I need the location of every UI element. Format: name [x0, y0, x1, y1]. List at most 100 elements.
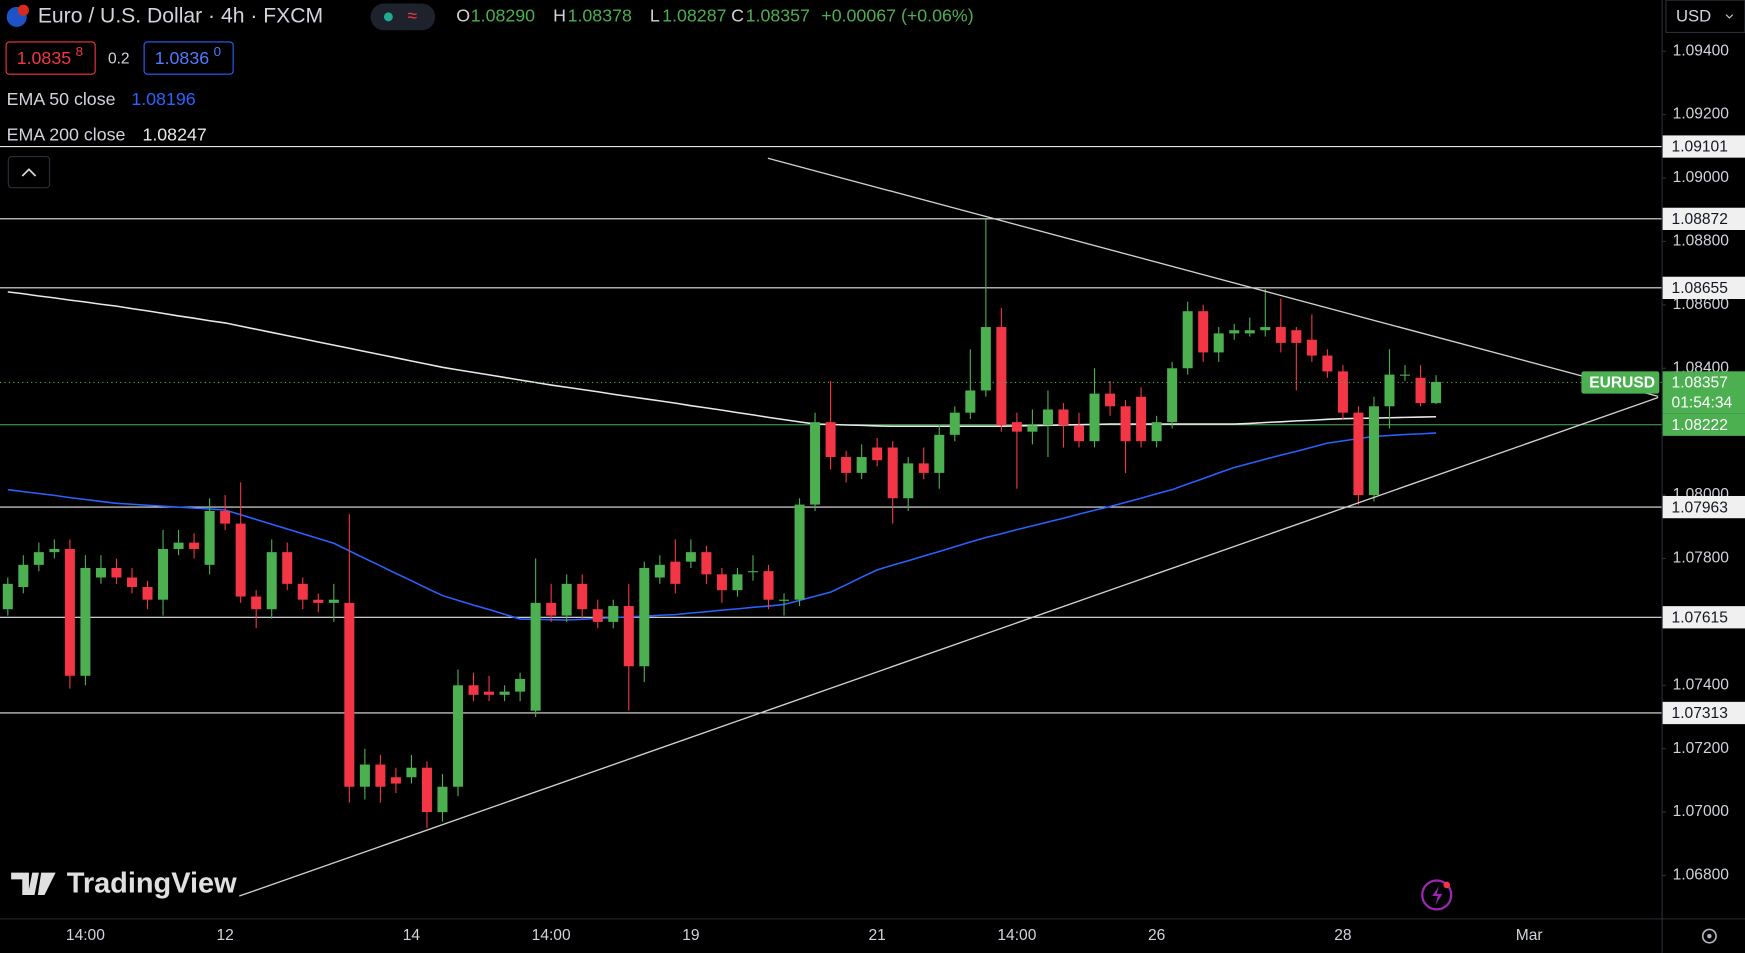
candle-body [80, 567, 91, 676]
candle-body [49, 548, 60, 553]
candle-body [390, 777, 401, 784]
candle-body [235, 523, 246, 597]
level-badge [1662, 135, 1745, 158]
candle-body [266, 552, 277, 610]
candle-body [1337, 371, 1348, 413]
candle-body [1182, 311, 1193, 369]
candle-body [561, 583, 572, 616]
level-label: 1.07615 [1672, 610, 1729, 627]
ask-price: 1.0836 [155, 48, 210, 68]
level-badge [1662, 606, 1745, 629]
symbol-title: Euro / U.S. Dollar · 4h · FXCM [38, 4, 323, 27]
y-tick-label: 1.07400 [1673, 676, 1730, 693]
candle-body [794, 504, 805, 600]
x-tick-label: 12 [216, 927, 233, 944]
candle-body [1322, 355, 1333, 372]
candle-body [1291, 330, 1302, 343]
candle-body [1244, 330, 1255, 334]
symbol-badge [1581, 371, 1660, 394]
level-badge [1662, 413, 1745, 436]
candle-body [546, 602, 557, 616]
candle-body [437, 786, 448, 813]
candle-body [1167, 368, 1178, 423]
ohlc-value: 1.08378 [568, 6, 632, 26]
candle-body [856, 457, 867, 473]
logo: TradingView [11, 868, 237, 900]
candle-body [282, 552, 293, 584]
x-tick-label: 21 [869, 927, 886, 944]
legend-name: EMA 50 close [7, 89, 116, 109]
sell-button[interactable] [5, 41, 96, 75]
alert-dot [1443, 881, 1451, 889]
level-label: 1.09101 [1672, 139, 1728, 156]
collapse-button[interactable] [7, 155, 51, 189]
candle-body [1011, 422, 1022, 432]
candle-body [965, 390, 976, 413]
ohlc-value: 1.08357 [746, 6, 810, 26]
level-label: 1.08872 [1672, 211, 1728, 228]
y-tick-label: 1.08800 [1673, 233, 1730, 250]
level-badge [1662, 276, 1745, 299]
x-tick-label: 26 [1148, 927, 1165, 944]
candle-body [1198, 311, 1209, 353]
alert-icon-bolt [1432, 886, 1443, 905]
ema-line [7, 291, 1437, 428]
candle-body [577, 583, 588, 610]
candle-body [980, 327, 991, 391]
ohlc-label: H [553, 6, 566, 26]
y-tick-label: 1.07800 [1673, 550, 1730, 567]
candle-body [654, 564, 665, 578]
settings-icon-center [1707, 933, 1712, 939]
candle-body [1213, 333, 1224, 353]
candle-body [1027, 425, 1038, 432]
legend-value: 1.08196 [131, 89, 195, 109]
candle-body [1275, 327, 1286, 343]
candle-body [173, 542, 184, 549]
candle-body [1042, 409, 1053, 426]
candle-body [732, 574, 743, 591]
level-label: 1.08222 [1672, 417, 1728, 434]
candle-body [2, 583, 13, 610]
status-pill[interactable] [370, 3, 436, 31]
candle-body [220, 510, 231, 524]
legend-value: 1.08247 [142, 125, 206, 145]
candle-body [887, 447, 898, 499]
ohlc-label: L [650, 6, 660, 26]
candle-body [841, 457, 852, 473]
candle-body [406, 767, 417, 778]
candle-body [1089, 393, 1100, 442]
header: Euro / U.S. Dollar · 4h · FXCM ≈ O 1.082… [5, 3, 974, 189]
candle-body [608, 606, 619, 622]
y-tick-label: 1.06800 [1673, 867, 1730, 884]
symbol-label: EURUSD [1589, 375, 1655, 392]
settings-icon[interactable] [1701, 928, 1717, 944]
level-badge [1662, 495, 1745, 519]
candle-body [716, 574, 727, 591]
candle-body [328, 599, 339, 603]
buy-button[interactable] [143, 41, 234, 75]
level-badge [1662, 207, 1745, 230]
flag-icon [17, 4, 29, 16]
y-tick-label: 1.07000 [1673, 803, 1730, 820]
logo-mark [11, 872, 56, 895]
candle-body [1058, 409, 1069, 426]
candle-body [623, 606, 634, 667]
y-tick-label: 1.07200 [1673, 740, 1730, 757]
candle-body [670, 561, 681, 584]
alert-icon[interactable] [1421, 879, 1453, 911]
level-badge [1662, 701, 1745, 725]
candle-body [33, 552, 44, 565]
candle-body [344, 602, 355, 787]
candle-body [779, 599, 790, 601]
legend-name: EMA 200 close [7, 125, 126, 145]
candle-body [747, 571, 758, 573]
x-tick-label: 19 [682, 927, 699, 944]
price-axis: 1.094001.092001.090001.088001.086001.084… [1581, 42, 1745, 884]
candle-body [949, 412, 960, 435]
candle-body [375, 764, 386, 787]
candle-body [934, 434, 945, 473]
candle-body [359, 764, 370, 787]
